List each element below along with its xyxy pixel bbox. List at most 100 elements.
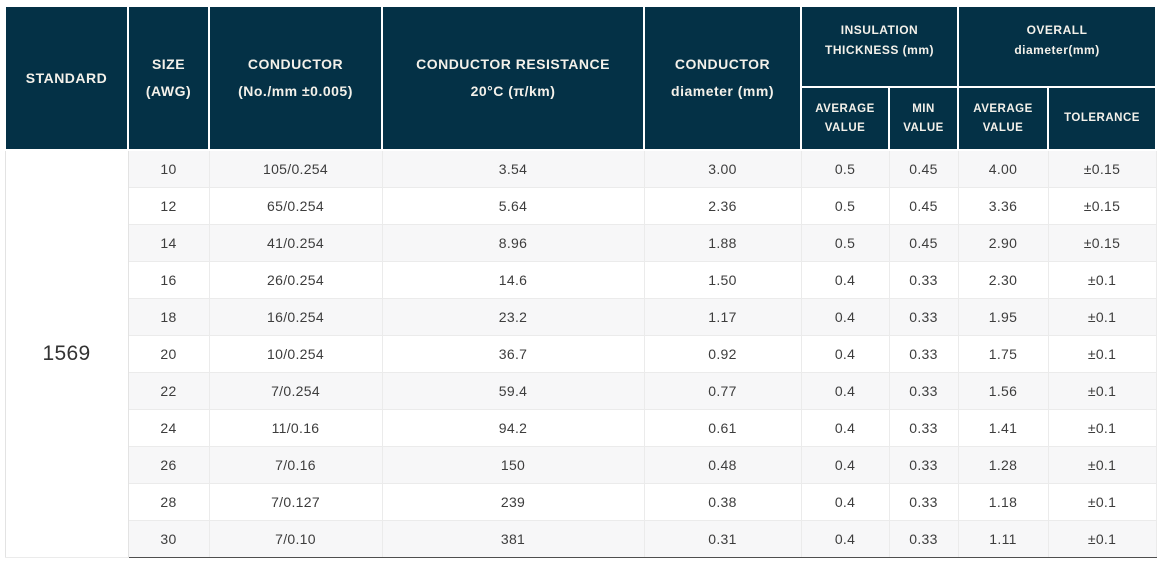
size-cell: 22 (127, 372, 210, 410)
standard-value-cell: 1569 (4, 149, 129, 558)
insulation-min-cell: 0.33 (888, 261, 959, 299)
conductor-cell: 7/0.10 (208, 520, 383, 558)
resistance-cell: 59.4 (381, 372, 645, 410)
header-conductor: CONDUCTOR (No./mm ±0.005) (208, 5, 383, 151)
insulation-average-cell: 0.4 (800, 335, 890, 373)
wire-spec-table: STANDARD SIZE (AWG) CONDUCTOR (No./mm ±0… (4, 5, 1158, 558)
header-group-insulation-thickness: INSULATION THICKNESS (mm) (799, 5, 960, 88)
insulation-average-cell: 0.4 (800, 520, 890, 558)
resistance-cell: 36.7 (381, 335, 645, 373)
resistance-cell: 5.64 (381, 187, 645, 225)
table-row: 16 26/0.254 14.6 1.50 0.4 0.33 2.30 ±0.1 (5, 261, 1157, 299)
tolerance-cell: ±0.15 (1047, 224, 1157, 262)
size-cell: 10 (127, 149, 210, 188)
insulation-min-cell: 0.45 (888, 149, 959, 188)
conductor-cell: 7/0.127 (208, 483, 383, 521)
diameter-cell: 0.61 (643, 409, 802, 447)
diameter-cell: 0.77 (643, 372, 802, 410)
overall-average-cell: 1.18 (957, 483, 1049, 521)
conductor-cell: 7/0.16 (208, 446, 383, 484)
header-conductor-diameter: CONDUCTOR diameter (mm) (643, 5, 802, 151)
conductor-cell: 105/0.254 (208, 149, 383, 188)
resistance-cell: 150 (381, 446, 645, 484)
resistance-cell: 8.96 (381, 224, 645, 262)
table-row: 22 7/0.254 59.4 0.77 0.4 0.33 1.56 ±0.1 (5, 372, 1157, 410)
table-row: 1569 10 105/0.254 3.54 3.00 0.5 0.45 4.0… (4, 149, 1157, 558)
diameter-cell: 0.31 (643, 520, 802, 558)
tolerance-cell: ±0.1 (1047, 446, 1157, 484)
insulation-average-cell: 0.5 (800, 187, 890, 225)
size-cell: 24 (127, 409, 210, 447)
diameter-cell: 1.88 (643, 224, 802, 262)
size-cell: 16 (127, 261, 210, 299)
table-row: 30 7/0.10 381 0.31 0.4 0.33 1.11 ±0.1 (5, 520, 1157, 558)
header-group-overall-diameter: OVERALL diameter(mm) (957, 5, 1158, 88)
subheader-insulation-min-value: MIN VALUE (887, 86, 960, 151)
insulation-average-cell: 0.4 (800, 261, 890, 299)
subheader-overall-average-value: AVERAGE VALUE (957, 86, 1050, 151)
resistance-cell: 381 (381, 520, 645, 558)
resistance-cell: 3.54 (381, 149, 645, 188)
size-cell: 18 (127, 298, 210, 336)
conductor-cell: 11/0.16 (208, 409, 383, 447)
insulation-average-cell: 0.5 (800, 149, 890, 188)
header-size-awg: SIZE (AWG) (127, 5, 210, 151)
table-row: 18 16/0.254 23.2 1.17 0.4 0.33 1.95 ±0.1 (5, 298, 1157, 336)
overall-average-cell: 1.56 (957, 372, 1049, 410)
conductor-cell: 16/0.254 (208, 298, 383, 336)
diameter-cell: 0.48 (643, 446, 802, 484)
insulation-min-cell: 0.33 (888, 409, 959, 447)
size-cell: 30 (127, 520, 210, 558)
subheader-overall-tolerance: TOLERANCE (1047, 86, 1158, 151)
header-standard: STANDARD (4, 5, 129, 151)
tolerance-cell: ±0.1 (1047, 261, 1157, 299)
tolerance-cell: ±0.1 (1047, 483, 1157, 521)
diameter-cell: 0.92 (643, 335, 802, 373)
insulation-min-cell: 0.45 (888, 187, 959, 225)
insulation-min-cell: 0.33 (888, 483, 959, 521)
insulation-min-cell: 0.33 (888, 335, 959, 373)
table-row: 24 11/0.16 94.2 0.61 0.4 0.33 1.41 ±0.1 (5, 409, 1157, 447)
overall-average-cell: 2.30 (957, 261, 1049, 299)
tolerance-cell: ±0.1 (1047, 335, 1157, 373)
insulation-average-cell: 0.5 (800, 224, 890, 262)
resistance-cell: 14.6 (381, 261, 645, 299)
tolerance-cell: ±0.15 (1047, 149, 1157, 188)
overall-average-cell: 1.75 (957, 335, 1049, 373)
tolerance-cell: ±0.1 (1047, 520, 1157, 558)
resistance-cell: 239 (381, 483, 645, 521)
insulation-min-cell: 0.33 (888, 372, 959, 410)
insulation-average-cell: 0.4 (800, 483, 890, 521)
conductor-cell: 65/0.254 (208, 187, 383, 225)
diameter-cell: 3.00 (643, 149, 802, 188)
overall-average-cell: 1.11 (957, 520, 1049, 558)
overall-average-cell: 4.00 (957, 149, 1049, 188)
size-cell: 14 (127, 224, 210, 262)
overall-average-cell: 2.90 (957, 224, 1049, 262)
overall-average-cell: 1.28 (957, 446, 1049, 484)
table-row: 14 41/0.254 8.96 1.88 0.5 0.45 2.90 ±0.1… (5, 224, 1157, 262)
table-row: 28 7/0.127 239 0.38 0.4 0.33 1.18 ±0.1 (5, 483, 1157, 521)
resistance-cell: 23.2 (381, 298, 645, 336)
table-row: 12 65/0.254 5.64 2.36 0.5 0.45 3.36 ±0.1… (5, 187, 1157, 225)
tolerance-cell: ±0.1 (1047, 372, 1157, 410)
table-row: 20 10/0.254 36.7 0.92 0.4 0.33 1.75 ±0.1 (5, 335, 1157, 373)
insulation-min-cell: 0.45 (888, 224, 959, 262)
size-cell: 28 (127, 483, 210, 521)
insulation-average-cell: 0.4 (800, 298, 890, 336)
diameter-cell: 0.38 (643, 483, 802, 521)
resistance-cell: 94.2 (381, 409, 645, 447)
overall-average-cell: 3.36 (957, 187, 1049, 225)
insulation-min-cell: 0.33 (888, 446, 959, 484)
diameter-cell: 1.17 (643, 298, 802, 336)
size-cell: 20 (127, 335, 210, 373)
insulation-average-cell: 0.4 (800, 372, 890, 410)
conductor-cell: 26/0.254 (208, 261, 383, 299)
insulation-min-cell: 0.33 (888, 298, 959, 336)
header-conductor-resistance: CONDUCTOR RESISTANCE 20°C (π/km) (381, 5, 645, 151)
tolerance-cell: ±0.1 (1047, 409, 1157, 447)
diameter-cell: 2.36 (643, 187, 802, 225)
tolerance-cell: ±0.15 (1047, 187, 1157, 225)
conductor-cell: 10/0.254 (208, 335, 383, 373)
